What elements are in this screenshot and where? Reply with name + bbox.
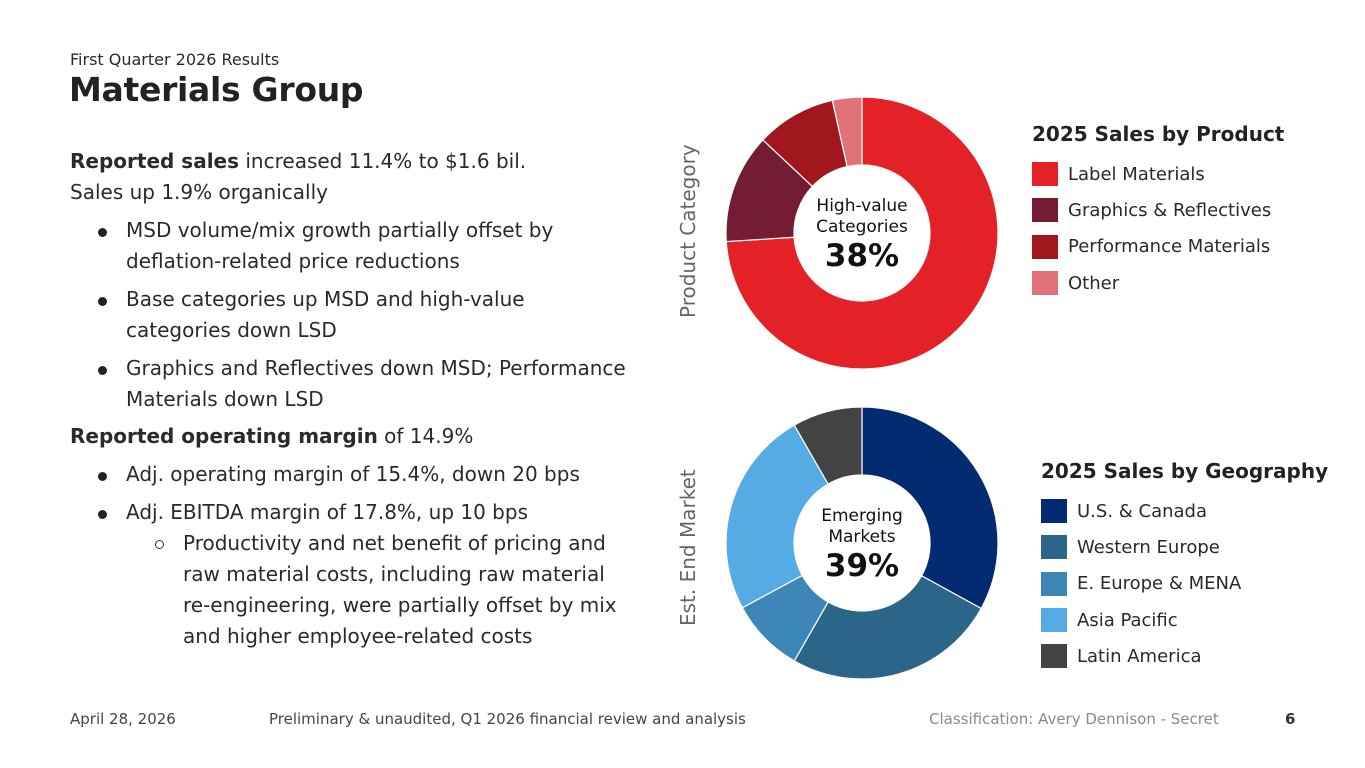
bullet-text: Adj. operating margin of 15.4%, down 20 … [126, 462, 580, 486]
legend-label: Graphics & Reflectives [1068, 199, 1272, 221]
body-content: Reported sales increased 11.4% to $1.6 b… [70, 146, 630, 652]
legend-swatch [1032, 234, 1058, 259]
footer-disclaimer: Preliminary & unaudited, Q1 2026 financi… [269, 710, 746, 728]
geography-center-value: 39% [824, 548, 900, 584]
geography-axis-label: Est. End Market [676, 469, 700, 626]
bullet-text: Adj. EBITDA margin of 17.8%, up 10 bps [126, 500, 528, 524]
legend-swatch [1041, 571, 1067, 596]
margin-headline: Reported operating margin of 14.9% [70, 421, 630, 452]
product-center-value: 38% [824, 238, 900, 274]
legend-label: U.S. & Canada [1077, 500, 1208, 522]
bullet-dot-icon [98, 366, 107, 375]
bullet-item: MSD volume/mix growth partially offset b… [70, 215, 630, 277]
product-axis-label: Product Category [676, 144, 700, 318]
legend-swatch [1032, 162, 1058, 187]
bullet-dot-icon [98, 510, 107, 519]
legend-swatch [1032, 271, 1058, 296]
legend-swatch [1041, 535, 1067, 560]
bullet-item: Graphics and Reflectives down MSD; Perfo… [70, 353, 630, 415]
product-donut-chart [725, 96, 999, 370]
legend-swatch [1032, 198, 1058, 223]
donut-slice-latin-america [793, 406, 863, 485]
donut-slice-u-s-and-canada [861, 406, 999, 610]
donut-slice-western-europe [793, 574, 982, 680]
legend-label: Western Europe [1077, 536, 1220, 558]
sales-lead-rest: increased 11.4% to $1.6 bil. [239, 149, 527, 173]
geography-legend-title: 2025 Sales by Geography [1041, 459, 1329, 483]
legend-label: Asia Pacific [1077, 609, 1178, 631]
margin-bullets: Adj. operating margin of 15.4%, down 20 … [70, 459, 630, 652]
bullet-text: Base categories up MSD and high-value ca… [126, 287, 525, 342]
legend-label: E. Europe & MENA [1077, 573, 1242, 595]
footer-classification: Classification: Avery Dennison - Secret [929, 710, 1219, 728]
legend-swatch [1041, 499, 1067, 524]
geography-legend: 2025 Sales by Geography U.S. & Canada Wes… [1041, 459, 1328, 674]
sales-headline: Reported sales increased 11.4% to $1.6 b… [70, 146, 630, 177]
page-number: 6 [1285, 710, 1296, 728]
legend-item-latin-america: Latin America [1041, 638, 1328, 674]
slide-title: Materials Group [69, 70, 364, 109]
sales-lead-bold: Reported sales [70, 149, 240, 173]
geography-center-label: Emerging Markets 39% [792, 506, 932, 584]
product-legend: 2025 Sales by Product Label Materials Gra… [1032, 122, 1284, 301]
bullet-item: Adj. EBITDA margin of 17.8%, up 10 bps P… [70, 497, 630, 652]
legend-swatch [1041, 644, 1067, 669]
bullet-text: MSD volume/mix growth partially offset b… [126, 218, 554, 273]
legend-swatch [1041, 608, 1067, 633]
geography-center-text: Emerging Markets [821, 506, 903, 547]
legend-label: Other [1068, 272, 1120, 294]
sales-bullets: MSD volume/mix growth partially offset b… [70, 215, 630, 415]
legend-item-asia-pacific: Asia Pacific [1041, 602, 1328, 638]
sub-bullets: Productivity and net benefit of pricing … [126, 528, 630, 652]
sub-bullet-item: Productivity and net benefit of pricing … [126, 528, 630, 652]
bullet-item: Adj. operating margin of 15.4%, down 20 … [70, 459, 630, 490]
bullet-dot-icon [98, 472, 107, 481]
legend-label: Latin America [1077, 645, 1202, 667]
margin-lead-bold: Reported operating margin [70, 424, 378, 448]
bullet-dot-icon [98, 228, 107, 237]
margin-lead-rest: of 14.9% [377, 424, 474, 448]
product-center-label: High-value Categories 38% [792, 196, 932, 274]
donut-slice-asia-pacific [725, 424, 829, 609]
donut-slice-label-materials [725, 96, 999, 370]
legend-item-label-materials: Label Materials [1032, 156, 1284, 192]
product-legend-title: 2025 Sales by Product [1032, 122, 1285, 146]
legend-label: Label Materials [1068, 163, 1205, 185]
product-center-text: High-value Categories [816, 196, 908, 237]
sales-organic: Sales up 1.9% organically [70, 180, 328, 204]
legend-item-e-europe-and-mena: E. Europe & MENA [1041, 566, 1328, 602]
bullet-item: Base categories up MSD and high-value ca… [70, 284, 630, 346]
footer-date: April 28, 2026 [70, 710, 176, 728]
legend-item-western-europe: Western Europe [1041, 529, 1328, 565]
slide-subtitle: First Quarter 2026 Results [70, 50, 280, 69]
donut-slice-other [831, 96, 863, 168]
sub-bullet-text: Productivity and net benefit of pricing … [183, 531, 617, 648]
hollow-bullet-icon [155, 540, 164, 549]
legend-item-performance-materials: Performance Materials [1032, 229, 1284, 265]
legend-item-u-s-and-canada: U.S. & Canada [1041, 493, 1328, 529]
geography-donut-chart [725, 406, 999, 680]
legend-item-graphics-and-reflectives: Graphics & Reflectives [1032, 192, 1284, 228]
legend-item-other: Other [1032, 265, 1284, 301]
bullet-text: Graphics and Reflectives down MSD; Perfo… [126, 356, 626, 411]
bullet-dot-icon [98, 297, 107, 306]
legend-label: Performance Materials [1068, 236, 1271, 258]
